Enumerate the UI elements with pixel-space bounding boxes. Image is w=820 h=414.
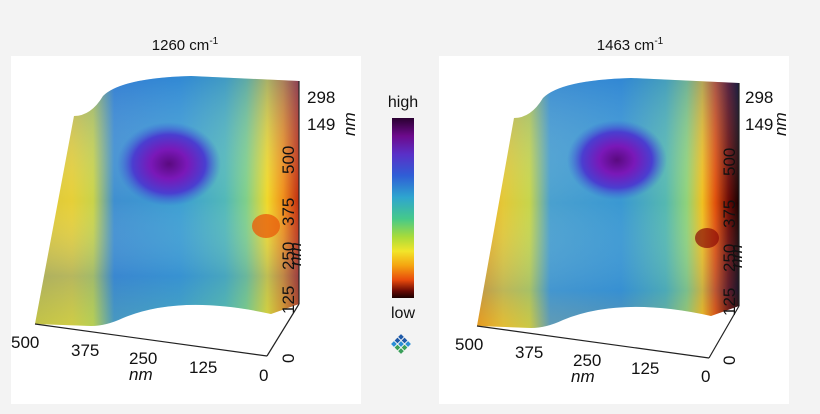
svg-text:375: 375 [279,198,298,226]
svg-text:250: 250 [720,244,739,272]
svg-text:0: 0 [701,367,710,386]
svg-text:500: 500 [720,148,739,176]
surface-shading [477,78,739,328]
svg-text:149: 149 [307,115,335,134]
hotspot-region [567,120,667,200]
svg-text:250: 250 [573,351,601,370]
svg-text:125: 125 [279,286,298,314]
svg-text:nm: nm [286,242,305,266]
afm-ir-map-panel-2: 500 375 250 125 0 nm 0 125 250 375 500 n… [439,56,789,404]
svg-text:125: 125 [189,358,217,377]
panel-title-2: 1463 cm-1 [596,36,664,54]
svg-text:149: 149 [745,115,773,134]
hotspot-region [117,122,221,206]
svg-text:nm: nm [727,244,746,268]
svg-text:125: 125 [631,359,659,378]
y-axis-ticks: 0 125 250 375 500 nm [279,146,305,363]
svg-text:500: 500 [279,146,298,174]
svg-text:0: 0 [279,354,298,363]
diamond-grid-logo-icon [391,334,411,354]
edge-feature [695,228,719,248]
svg-text:250: 250 [129,349,157,368]
colorbar-low-label: low [390,305,415,322]
x-axis-ticks: 500 375 250 125 0 nm [11,333,268,385]
axis-frame [476,83,740,359]
surface-plot-2: 500 375 250 125 0 nm 0 125 250 375 500 n… [455,78,789,386]
svg-text:375: 375 [515,343,543,362]
svg-text:375: 375 [71,341,99,360]
svg-text:0: 0 [259,366,268,385]
svg-text:298: 298 [745,88,773,107]
svg-text:0: 0 [720,356,739,365]
svg-text:125: 125 [720,288,739,316]
z-axis-ticks: 298 149 nm [745,88,789,136]
svg-text:500: 500 [11,333,39,352]
svg-text:nm: nm [571,367,595,386]
y-axis-ticks: 0 125 250 375 500 nm [720,148,746,365]
z-axis-ticks: 298 149 nm [307,88,359,136]
svg-text:298: 298 [307,88,335,107]
svg-text:nm: nm [771,112,789,136]
afm-ir-map-panel-1: 500 375 250 125 0 nm 0 125 250 375 500 n… [11,56,361,404]
colorbar-high-label: high [387,94,419,111]
axis-frame [34,81,300,357]
svg-text:nm: nm [129,365,153,384]
svg-text:375: 375 [720,200,739,228]
edge-feature [252,214,280,238]
surface-plot-1: 500 375 250 125 0 nm 0 125 250 375 500 n… [11,76,359,385]
svg-text:nm: nm [340,112,359,136]
svg-text:500: 500 [455,335,483,354]
colorbar [392,118,414,298]
x-axis-ticks: 500 375 250 125 0 nm [455,335,710,386]
svg-text:250: 250 [279,242,298,270]
panel-title-1: 1260 cm-1 [151,36,219,54]
